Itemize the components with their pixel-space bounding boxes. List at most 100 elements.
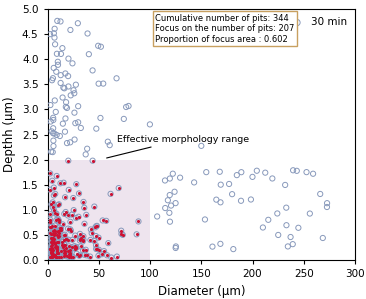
Point xyxy=(70,255,76,260)
Point xyxy=(48,248,53,253)
Point xyxy=(57,181,63,186)
Point xyxy=(90,158,96,163)
Point xyxy=(114,254,120,259)
Point xyxy=(51,193,57,198)
Point xyxy=(53,255,59,260)
Point xyxy=(62,248,68,253)
Point xyxy=(108,255,114,260)
Point xyxy=(52,211,58,216)
Point xyxy=(61,211,67,216)
Point xyxy=(50,229,56,234)
Point xyxy=(55,216,61,221)
Point xyxy=(50,253,56,258)
30 min xyxy=(71,91,77,96)
30 min xyxy=(50,131,56,136)
Point xyxy=(93,234,99,238)
Point xyxy=(48,232,54,237)
Point xyxy=(48,231,53,236)
Point xyxy=(101,249,107,254)
Point xyxy=(118,228,124,233)
Point xyxy=(49,250,55,254)
Point xyxy=(77,236,83,241)
Point xyxy=(55,235,61,240)
Point xyxy=(100,218,105,223)
Point xyxy=(74,251,79,256)
Point xyxy=(81,234,86,239)
30 min xyxy=(265,217,271,222)
Point xyxy=(77,231,83,236)
30 min xyxy=(284,223,290,228)
Point xyxy=(54,251,60,256)
30 min xyxy=(290,242,296,247)
Point xyxy=(70,237,75,242)
Point xyxy=(50,205,56,210)
Y-axis label: Depthh (μm): Depthh (μm) xyxy=(3,97,16,172)
Point xyxy=(47,254,53,259)
Point xyxy=(63,237,68,242)
Point xyxy=(54,233,60,237)
Point xyxy=(56,218,61,222)
Point xyxy=(67,254,73,258)
Point xyxy=(67,252,73,257)
30 min xyxy=(55,62,61,67)
Point xyxy=(48,232,54,237)
Point xyxy=(54,245,60,250)
30 min xyxy=(234,173,240,178)
Point xyxy=(67,248,72,252)
30 min xyxy=(52,42,58,47)
30 min xyxy=(295,225,301,230)
Point xyxy=(100,218,105,223)
Point xyxy=(88,227,94,232)
Point xyxy=(73,216,79,220)
Point xyxy=(96,235,101,240)
Point xyxy=(53,255,59,260)
Point xyxy=(74,245,79,249)
30 min xyxy=(63,71,68,76)
30 min xyxy=(85,31,90,36)
Point xyxy=(70,196,76,200)
Point xyxy=(67,250,73,255)
30 min xyxy=(282,183,288,187)
Point xyxy=(61,254,67,258)
30 min xyxy=(285,244,291,249)
Point xyxy=(52,241,58,245)
Point xyxy=(93,246,99,251)
30 min xyxy=(48,103,53,107)
30 min xyxy=(262,170,268,175)
Point xyxy=(58,255,64,260)
30 min xyxy=(238,170,244,175)
Point xyxy=(87,237,93,242)
Point xyxy=(51,254,57,258)
30 min xyxy=(50,76,56,81)
Point xyxy=(47,217,53,222)
Point xyxy=(53,245,59,250)
Point xyxy=(62,251,68,256)
Point xyxy=(55,249,60,254)
Point xyxy=(77,236,83,241)
Point xyxy=(47,254,53,259)
Point xyxy=(93,246,99,251)
Point xyxy=(67,252,73,257)
30 min xyxy=(86,52,92,57)
Point xyxy=(57,228,63,233)
Point xyxy=(63,210,68,214)
Point xyxy=(51,193,57,198)
Point xyxy=(119,231,124,236)
Point xyxy=(51,228,57,233)
Point xyxy=(96,247,102,252)
30 min xyxy=(59,46,65,51)
30 min xyxy=(52,98,58,103)
Point xyxy=(89,231,94,236)
Point xyxy=(67,253,73,257)
Point xyxy=(52,244,58,249)
Point xyxy=(48,247,53,251)
Point xyxy=(56,219,62,224)
30 min xyxy=(324,205,330,209)
Point xyxy=(55,240,61,245)
Point xyxy=(82,221,87,226)
Point xyxy=(51,208,57,213)
Point xyxy=(58,255,64,260)
30 min xyxy=(269,176,275,181)
30 min xyxy=(167,210,172,215)
Point xyxy=(75,214,81,219)
